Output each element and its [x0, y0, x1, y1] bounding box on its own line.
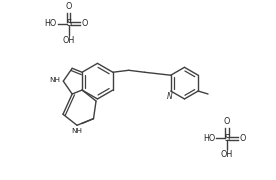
Text: OH: OH	[63, 36, 75, 45]
Text: HO: HO	[203, 134, 215, 143]
Text: S: S	[66, 19, 71, 28]
Text: HO: HO	[45, 19, 57, 28]
Text: NH: NH	[71, 128, 83, 134]
Text: NH: NH	[49, 77, 60, 83]
Text: S: S	[224, 134, 230, 143]
Text: O: O	[224, 117, 230, 126]
Text: OH: OH	[221, 150, 233, 159]
Text: O: O	[240, 134, 246, 143]
Text: O: O	[82, 19, 88, 28]
Text: N: N	[167, 92, 173, 101]
Text: O: O	[66, 2, 72, 11]
